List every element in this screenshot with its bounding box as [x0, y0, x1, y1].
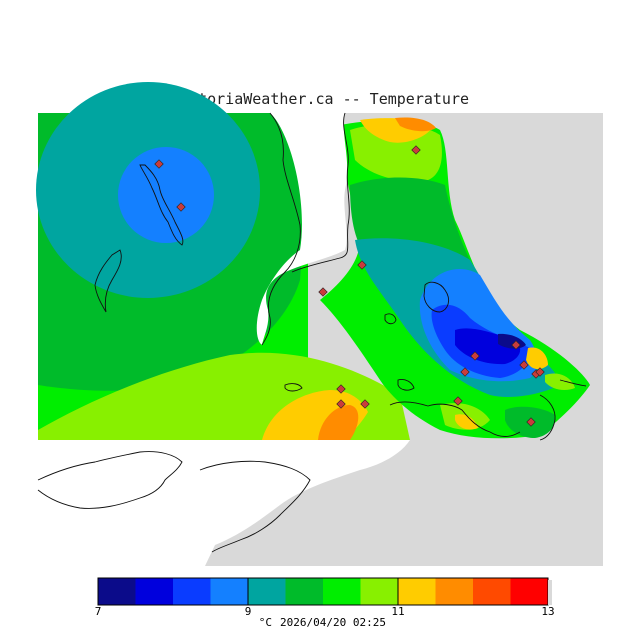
legend-label-13: 13: [541, 605, 554, 618]
coast-islet: [397, 379, 415, 391]
station-marker: [526, 417, 536, 427]
coast-small-island: [384, 313, 397, 325]
legend-swatch-10: [323, 578, 361, 605]
legend-swatch-9-5: [285, 578, 323, 605]
station-marker: [154, 159, 164, 169]
legend-swatch-11: [398, 578, 436, 605]
coast-east-inlet: [291, 112, 350, 273]
station-marker: [535, 367, 545, 377]
contour-10-5-north: [350, 123, 442, 182]
station-marker: [453, 396, 463, 406]
legend-colorbar: [97, 577, 552, 606]
legend-swatch-10-5: [360, 578, 398, 605]
legend-swatch-9: [248, 578, 286, 605]
contour-11-east: [526, 347, 548, 370]
coast-olympic-east: [199, 460, 311, 553]
station-marker: [411, 145, 421, 155]
legend-label-7: 7: [95, 605, 102, 618]
station-marker: [357, 260, 367, 270]
water-layer: [38, 113, 410, 566]
legend-label-9: 9: [245, 605, 252, 618]
legend-swatch-7-5: [135, 578, 173, 605]
coast-strait-island: [284, 383, 303, 392]
legend-timestamp: 2026/04/20 02:25: [280, 616, 386, 629]
contour-11-5-north: [395, 117, 436, 132]
coast-south-shore: [389, 401, 521, 437]
station-marker: [336, 384, 346, 394]
coast-island-west: [94, 249, 122, 313]
station-marker: [360, 399, 370, 409]
station-marker: [511, 340, 521, 350]
coast-east-shore: [559, 379, 587, 387]
legend-swatch-8: [173, 578, 211, 605]
legend-swatch-7: [98, 578, 136, 605]
coast-lake: [423, 281, 450, 313]
station-marker: [519, 360, 529, 370]
station-marker: [470, 351, 480, 361]
station-marker: [318, 287, 328, 297]
legend-swatch-8-5: [210, 578, 248, 605]
coastline-layer: [37, 112, 587, 553]
station-marker: [460, 367, 470, 377]
legend-unit: °C: [259, 616, 272, 629]
map-title: VictoriaWeather.ca -- Temperature: [170, 90, 469, 108]
station-marker: [336, 399, 346, 409]
legend-swatch-12-5: [510, 578, 548, 605]
legend-swatch-12: [473, 578, 511, 605]
legend-swatch-11-5: [435, 578, 473, 605]
coast-island-north: [139, 164, 184, 246]
legend-label-11: 11: [391, 605, 404, 618]
contour-11-5-south: [318, 405, 359, 440]
water-outline-peninsula: [38, 457, 186, 513]
coast-point-roberts: [539, 394, 556, 441]
coast-olympic-north: [37, 451, 183, 509]
contour-10-5-east: [545, 373, 575, 390]
coast-saanich: [261, 112, 301, 346]
station-marker: [176, 202, 186, 212]
contour-8-5-west: [118, 147, 214, 243]
contour-11-southeast: [455, 414, 478, 430]
water-saanich-inlet: [256, 113, 348, 345]
legend-shadow: [548, 580, 552, 605]
station-layer: [154, 145, 545, 427]
contour-layer: [36, 82, 590, 440]
